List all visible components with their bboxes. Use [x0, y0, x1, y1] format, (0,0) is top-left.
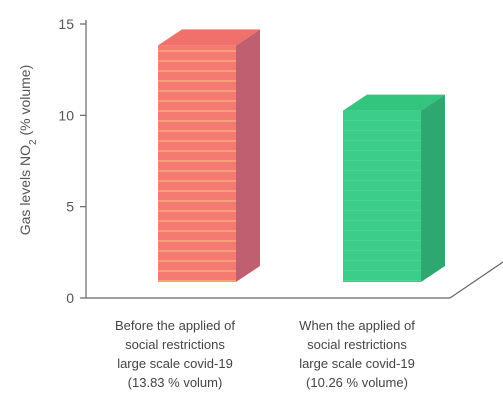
category-label-line: large scale covid-19 — [299, 356, 415, 371]
bar-top-face — [343, 94, 445, 111]
category-label-2: When the applied of social restrictions la… — [299, 318, 415, 390]
y-axis-title: Gas levels NO2 (% volume) — [17, 65, 39, 236]
bar-front-face — [343, 110, 421, 282]
y-tick-label: 0 — [66, 290, 74, 306]
bar-1 — [158, 29, 260, 283]
category-label-line: (10.26 % volume) — [306, 375, 408, 390]
category-label-line: When the applied of — [299, 318, 415, 333]
category-label-line: (13.83 % volum) — [128, 375, 223, 390]
category-label-line: social restrictions — [307, 337, 407, 352]
category-label-1: Before the applied of social restrictions… — [115, 318, 235, 390]
category-label-line: Before the applied of — [115, 318, 235, 333]
floor-depth-line — [449, 261, 503, 299]
bar-side-face — [421, 94, 445, 282]
y-tick-label: 5 — [66, 199, 74, 215]
bar-top-face — [158, 29, 260, 46]
bar-2 — [343, 94, 445, 282]
y-tick-label: 10 — [58, 107, 74, 123]
category-label-line: large scale covid-19 — [117, 356, 233, 371]
y-tick-label: 15 — [58, 16, 74, 32]
bar-front-face — [158, 45, 236, 282]
bar-side-face — [236, 29, 260, 283]
category-label-line: social restrictions — [125, 337, 225, 352]
